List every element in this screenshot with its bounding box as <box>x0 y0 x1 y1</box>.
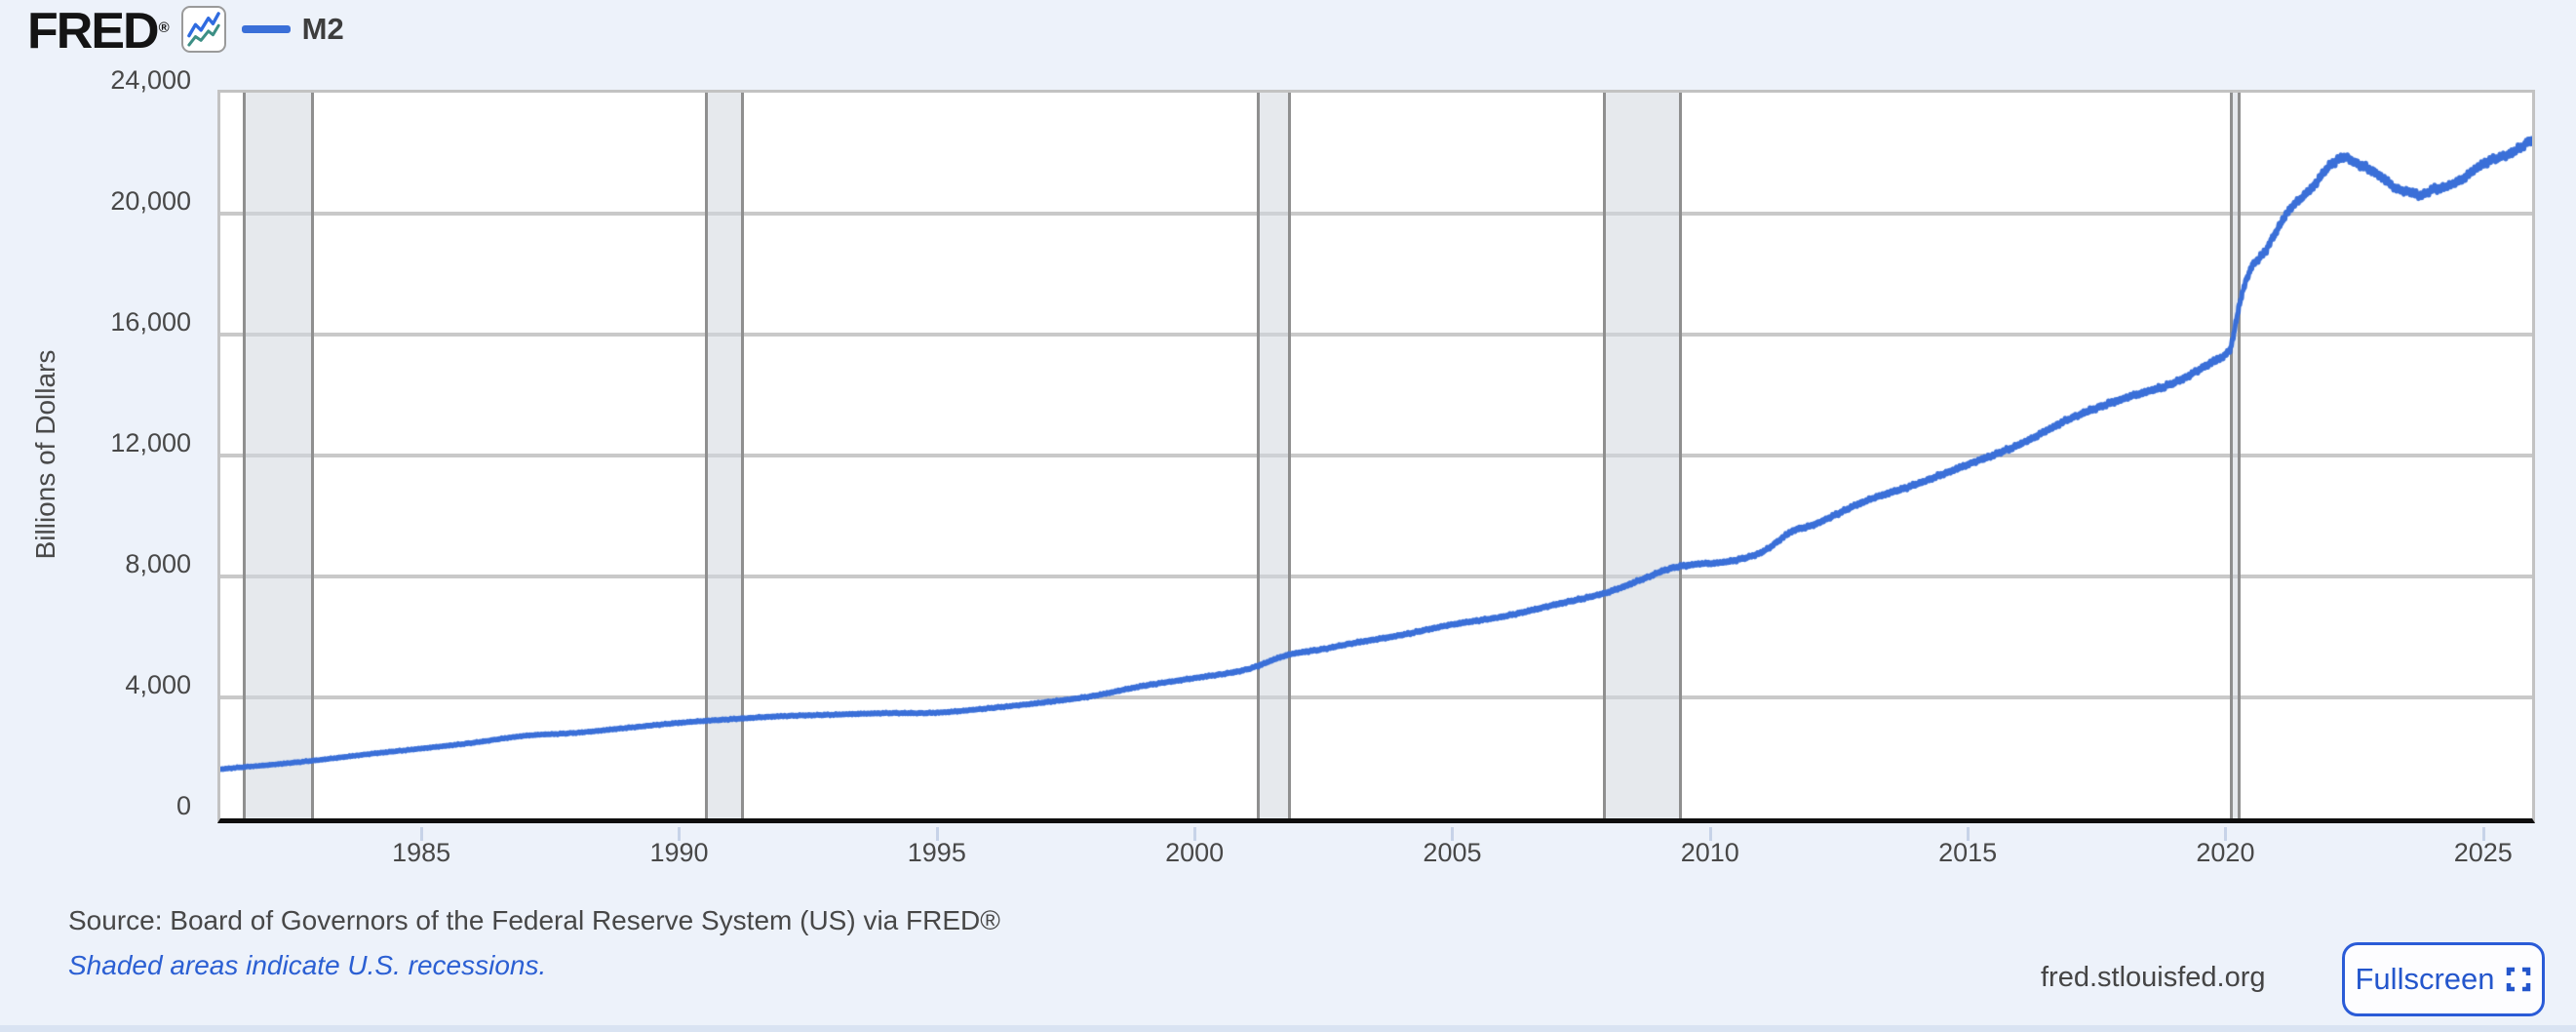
source-text: Source: Board of Governors of the Federa… <box>68 905 1000 935</box>
x-tick-label: 2010 <box>1680 838 1739 867</box>
fullscreen-icon <box>2506 967 2530 992</box>
legend-series-label[interactable]: M2 <box>301 12 344 46</box>
y-tick-label: 8,000 <box>125 549 191 578</box>
x-tick-mark <box>1708 827 1712 841</box>
x-tick-mark <box>1967 827 1971 841</box>
y-tick-label: 16,000 <box>110 307 191 337</box>
x-tick-mark <box>1193 827 1197 841</box>
legend-line-swatch <box>241 25 291 33</box>
y-tick-label: 24,000 <box>110 65 191 95</box>
sparkline-icon <box>186 12 220 47</box>
header-row: FRED ® M2 <box>27 3 344 57</box>
fullscreen-button[interactable]: Fullscreen <box>2342 942 2545 1016</box>
y-tick-label: 0 <box>176 791 191 820</box>
x-tick-mark <box>1451 827 1455 841</box>
y-tick-label: 20,000 <box>110 186 191 216</box>
x-tick-label: 1990 <box>649 838 709 867</box>
recession-note-link[interactable]: Shaded areas indicate U.S. recessions. <box>68 950 547 980</box>
chart-plot-area <box>217 90 2535 823</box>
x-tick-mark <box>935 827 939 841</box>
fred-site-link[interactable]: fred.stlouisfed.org <box>2041 962 2266 993</box>
bottom-accent-strip <box>0 1025 2576 1032</box>
fred-logo-text: FRED <box>27 2 160 60</box>
x-tick-label: 2000 <box>1165 838 1225 867</box>
y-tick-label: 12,000 <box>110 428 191 457</box>
fullscreen-button-label: Fullscreen <box>2355 962 2495 996</box>
x-tick-mark <box>420 827 424 841</box>
y-tick-label: 4,000 <box>125 670 191 699</box>
x-tick-mark <box>678 827 682 841</box>
x-tick-mark <box>2224 827 2228 841</box>
x-tick-label: 2025 <box>2453 838 2513 867</box>
registered-mark: ® <box>158 19 170 36</box>
fred-chart-icon[interactable] <box>180 6 226 53</box>
x-tick-label: 1995 <box>907 838 966 867</box>
x-tick-mark <box>2481 827 2485 841</box>
x-tick-label: 2015 <box>1938 838 1998 867</box>
x-tick-label: 2005 <box>1423 838 1482 867</box>
x-tick-label: 2020 <box>2196 838 2255 867</box>
chart-canvas[interactable] <box>220 93 2532 818</box>
fred-logo[interactable]: FRED ® <box>27 3 170 57</box>
x-tick-label: 1985 <box>392 838 451 867</box>
